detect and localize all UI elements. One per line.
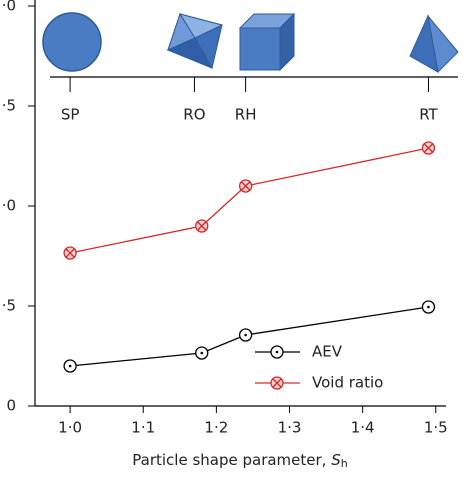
series-line	[69, 147, 429, 254]
marker-cross	[65, 248, 75, 258]
legend-label: AEV	[312, 343, 343, 361]
marker-dot	[68, 364, 72, 368]
x-tick-label: 1·5	[424, 419, 448, 437]
marker-dot	[244, 333, 247, 337]
marker-cross	[197, 221, 207, 231]
marker-cross	[423, 143, 433, 153]
series-line	[70, 306, 429, 367]
x-tick-label: 1·0	[58, 419, 82, 437]
x-axis-label-subscript: h	[341, 457, 348, 470]
marker-dot	[275, 350, 279, 354]
x-tick-label: 1·2	[204, 419, 228, 437]
y-tick-label: 0	[6, 397, 16, 415]
y-tick-label: ·5	[2, 97, 16, 115]
marker-dot	[427, 305, 430, 309]
x-axis-label-text: Particle shape parameter,	[132, 451, 331, 469]
x-tick-label: 1·1	[131, 419, 155, 437]
x-axis-label-symbol: S	[331, 451, 341, 469]
y-tick-label: ·0	[2, 197, 16, 215]
shape-label: RT	[419, 106, 438, 124]
y-tick-label: ·0	[2, 0, 16, 15]
legend-label: Void ratio	[312, 374, 383, 392]
x-tick-label: 1·3	[278, 419, 302, 437]
shape-icons	[42, 12, 459, 78]
shape-label: RH	[235, 106, 257, 124]
marker-dot	[200, 351, 204, 355]
x-axis-label: Particle shape parameter, Sh	[132, 451, 347, 471]
marker-cross	[241, 181, 251, 191]
shape-label: RO	[183, 106, 205, 124]
shape-label: SP	[61, 106, 80, 124]
y-tick-label: ·5	[2, 297, 16, 315]
x-tick-label: 1·4	[351, 419, 375, 437]
marker-cross	[272, 378, 282, 388]
